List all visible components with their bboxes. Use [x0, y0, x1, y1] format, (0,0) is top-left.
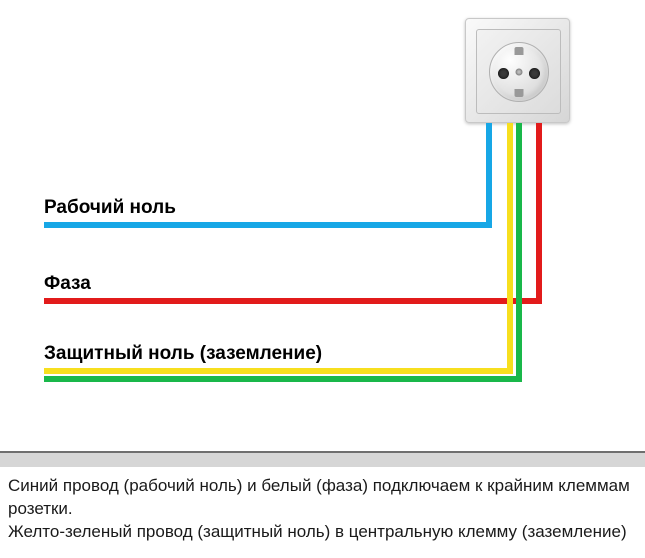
socket-pin-left: [498, 68, 509, 79]
label-phase: Фаза: [44, 273, 91, 295]
caption-text: Синий провод (рабочий ноль) и белый (фаз…: [8, 475, 633, 544]
wire-pe-yellow-vertical: [507, 123, 513, 374]
socket-screw: [515, 68, 522, 75]
caption-line-1: Синий провод (рабочий ноль) и белый (фаз…: [8, 476, 630, 518]
wire-phase-horizontal: [44, 298, 536, 304]
socket-ground-clip-bottom: [514, 89, 523, 97]
label-neutral: Рабочий ноль: [44, 197, 176, 219]
socket-outlet: [465, 18, 570, 123]
shade-strip: [0, 453, 645, 467]
wire-pe-yellow-horizontal: [44, 368, 507, 374]
socket-pin-right: [529, 68, 540, 79]
label-pe: Защитный ноль (заземление): [44, 343, 322, 365]
socket-round-face: [489, 42, 549, 102]
wire-neutral-horizontal: [44, 222, 486, 228]
socket-inner-plate: [476, 29, 561, 114]
wire-phase-vertical: [536, 123, 542, 304]
diagram-canvas: Рабочий ноль Фаза Защитный ноль (заземле…: [0, 0, 645, 558]
caption-line-2: Желто-зеленый провод (защитный ноль) в ц…: [8, 522, 627, 541]
socket-ground-clip-top: [514, 47, 523, 55]
wire-pe-green-vertical: [516, 123, 522, 382]
wire-neutral-vertical: [486, 123, 492, 228]
wire-pe-green-horizontal: [44, 376, 516, 382]
